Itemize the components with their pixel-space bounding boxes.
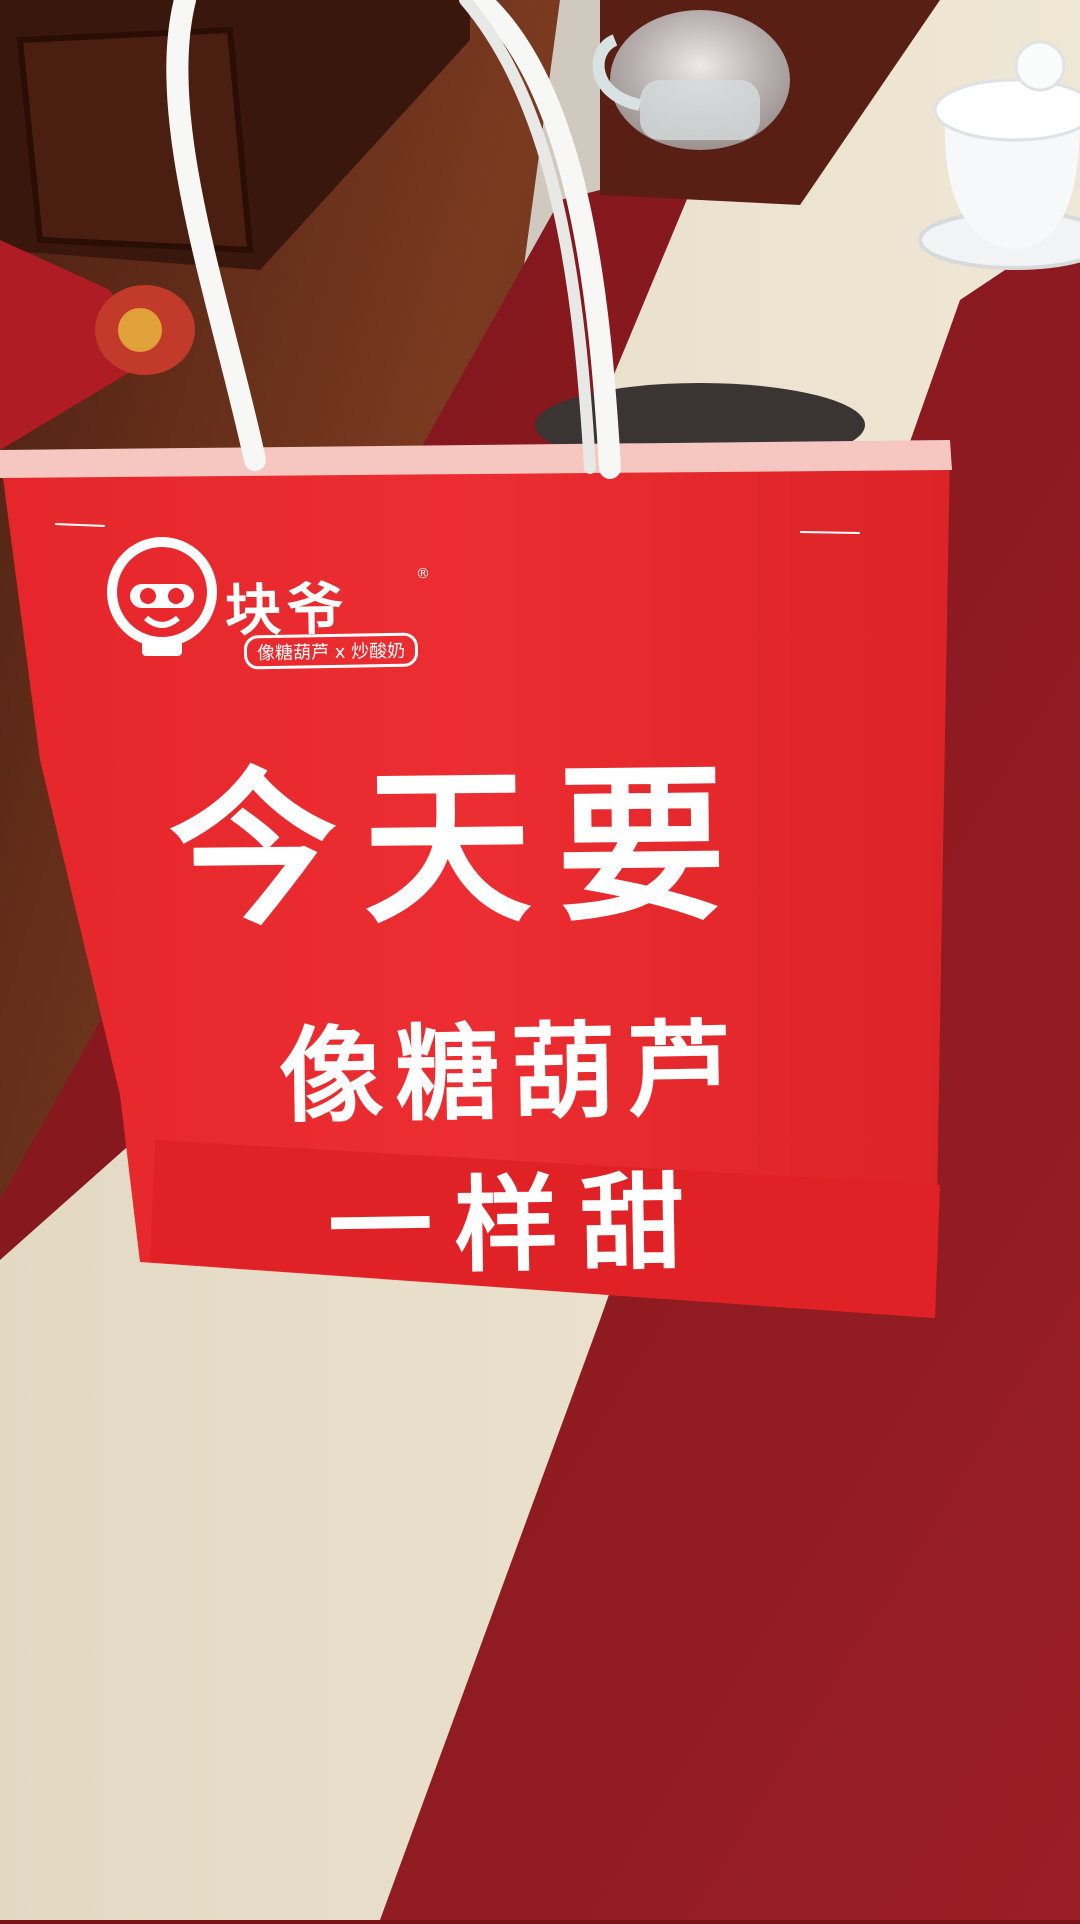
glass-teapot	[592, 10, 790, 150]
cabinet-panel	[16, 26, 254, 254]
bag-bottom-fold	[150, 1140, 940, 1318]
bag-handle-right	[469, 0, 621, 479]
red-cushion	[0, 240, 195, 450]
bag-handle-left	[166, 0, 266, 471]
headline-line-2: 像糖葫芦	[278, 1008, 745, 1138]
brand-tagline: 像糖葫芦 x 炒酸奶	[243, 632, 419, 670]
brand-registered-mark: ®	[416, 566, 430, 582]
bag-top-fold	[0, 440, 952, 478]
headline-line-1: 今天要	[168, 746, 753, 950]
paper-bag	[0, 0, 952, 1318]
porcelain-gaiwan	[918, 40, 1080, 270]
headline-line-3: 一样甜	[327, 1161, 708, 1289]
brand-logo-icon	[107, 537, 217, 656]
bag-front	[0, 445, 950, 1318]
